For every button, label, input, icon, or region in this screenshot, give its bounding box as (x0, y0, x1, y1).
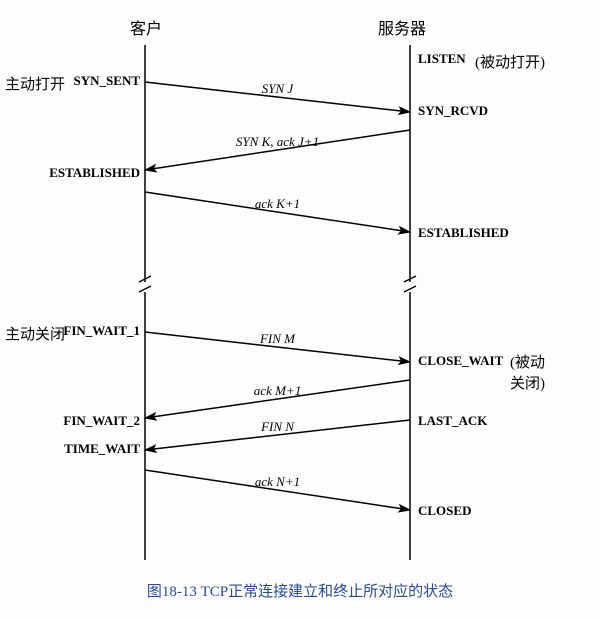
svg-text:SYN K, ack J+1: SYN K, ack J+1 (236, 134, 319, 149)
svg-text:ack M+1: ack M+1 (254, 383, 301, 398)
diagram-lines: SYN J SYN K, ack J+1 ack K+1 FIN M ack M+1 FI… (0, 0, 600, 580)
figure-caption: 图18-13 TCP正常连接建立和终止所对应的状态 (0, 580, 600, 601)
svg-text:FIN N: FIN N (260, 419, 295, 434)
svg-text:ack N+1: ack N+1 (255, 474, 300, 489)
tcp-state-diagram: 客户 服务器 主动打开 (被动打开) 主动关闭 (被动 关闭) SYN_SENT… (0, 0, 600, 618)
svg-text:ack K+1: ack K+1 (255, 196, 300, 211)
svg-text:FIN M: FIN M (259, 331, 296, 346)
svg-text:SYN J: SYN J (262, 81, 295, 96)
